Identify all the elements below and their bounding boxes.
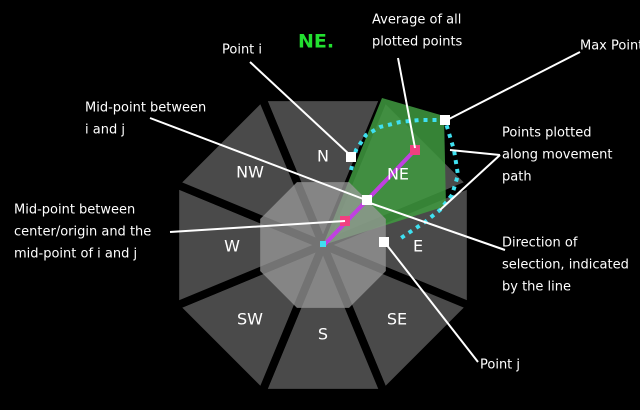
annotation: i and j [85,123,125,138]
annotation: by the line [502,280,571,295]
selection-title: NE. [298,31,334,53]
annotation: mid-point of i and j [14,247,137,262]
labels: N NE E SE S SW W NW Average of all plotted points… [14,13,640,373]
sector-label: SE [387,310,407,329]
sector-label: NW [236,163,264,182]
sector-label: SW [237,310,263,329]
sector-label: E [413,237,423,256]
sector-label: N [317,147,329,166]
point-j [379,237,389,247]
midpoint-i-j [362,195,372,205]
annotation: Point i [222,43,262,58]
annotation: Max Point [580,39,640,54]
sector-label: NE [387,165,409,184]
annotation: Mid-point between [85,101,206,116]
annotation: Point j [480,358,520,373]
point-i [346,152,356,162]
annotation: Points plotted [502,126,591,141]
annotation: Mid-point between [14,203,135,218]
movement-path [349,118,461,242]
annotation: along movement [502,148,612,163]
annotation: center/origin and the [14,225,151,240]
annotation: path [502,170,532,185]
annotation: selection, indicated [502,258,629,273]
origin [320,241,326,247]
average-point [410,145,420,155]
leader-lines [149,51,581,363]
sector-label: W [224,237,240,256]
annotation: Direction of [502,236,578,251]
annotation: Average of all [372,13,461,28]
max-point [440,115,450,125]
sector-label: S [318,325,328,344]
annotation: plotted points [372,35,463,50]
